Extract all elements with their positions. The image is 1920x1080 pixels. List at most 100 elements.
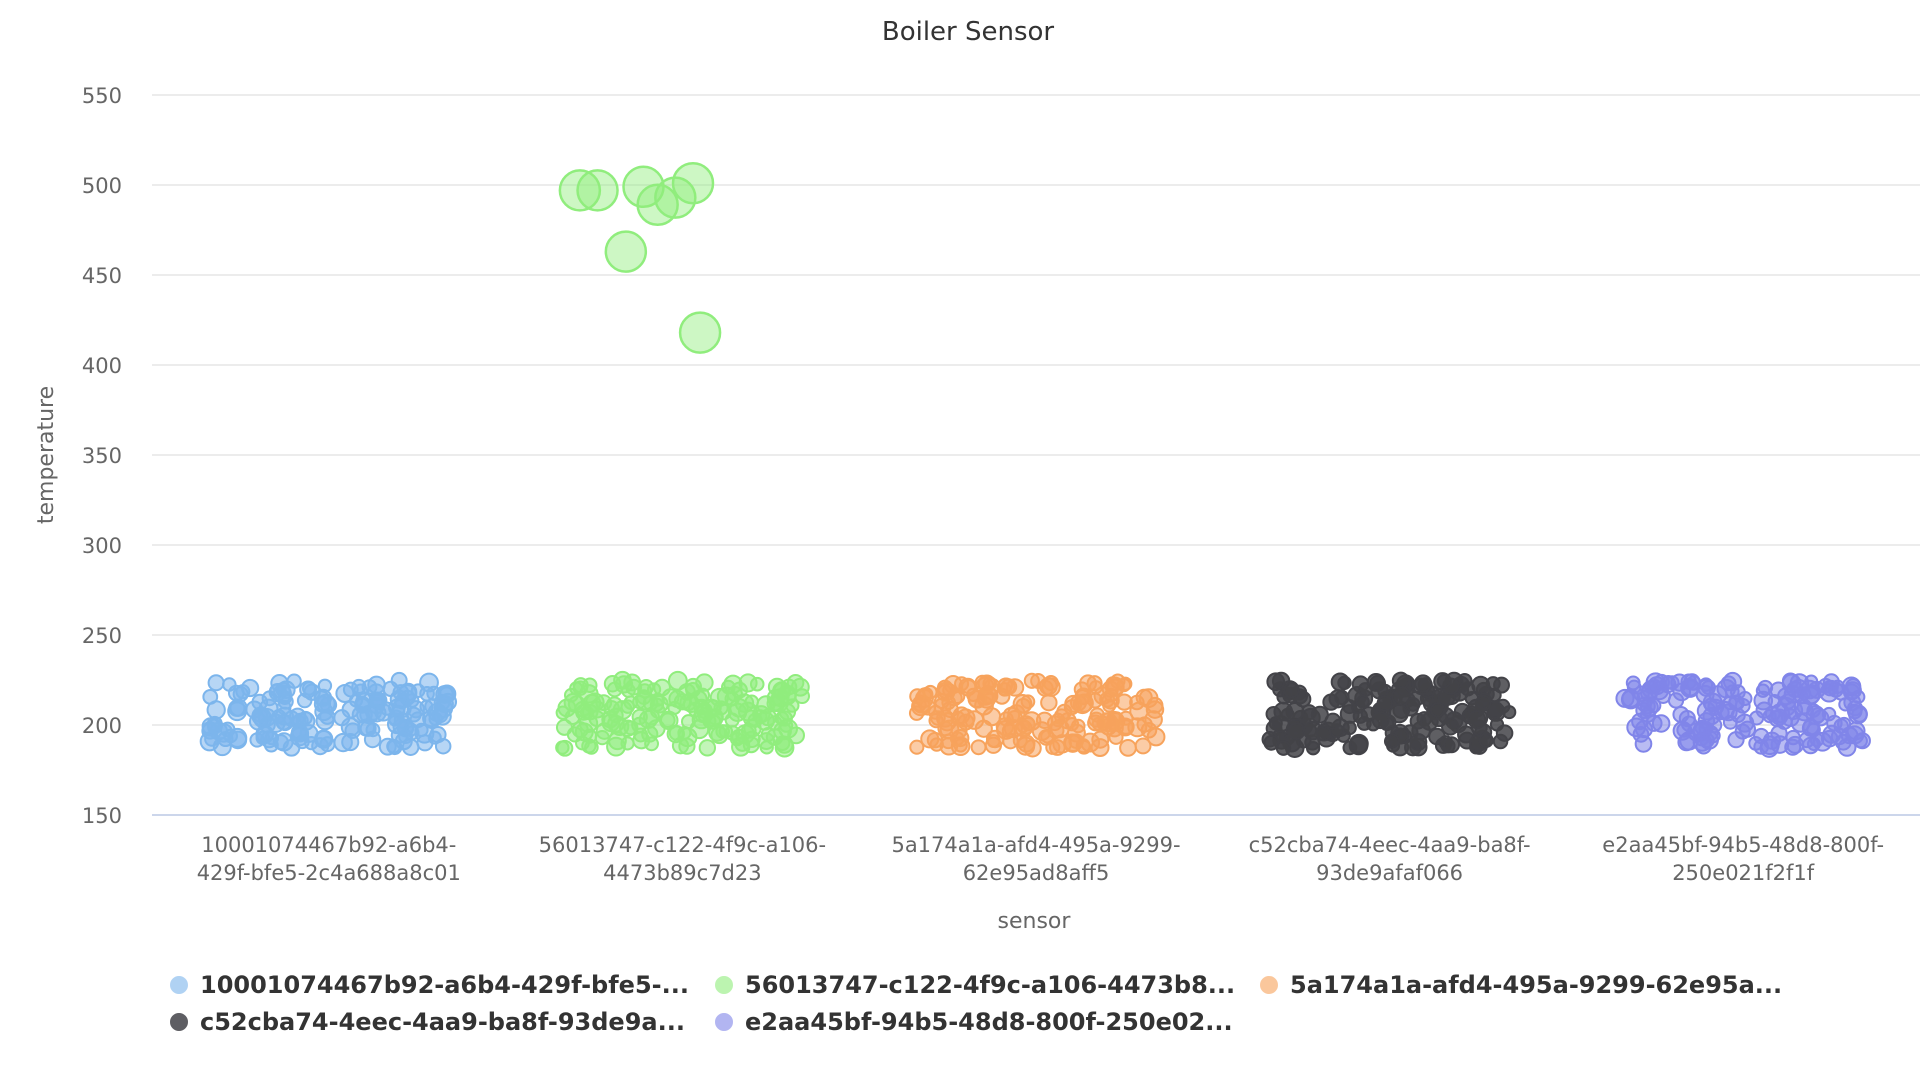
data-point[interactable] xyxy=(986,733,1001,749)
data-point[interactable] xyxy=(1355,694,1370,709)
data-point[interactable] xyxy=(367,675,386,695)
data-point[interactable] xyxy=(351,706,370,724)
outlier-point[interactable] xyxy=(678,311,722,354)
data-point[interactable] xyxy=(419,672,439,693)
data-point[interactable] xyxy=(1263,734,1280,751)
data-point[interactable] xyxy=(1429,702,1446,718)
data-point[interactable] xyxy=(1315,725,1332,742)
data-point[interactable] xyxy=(744,694,759,709)
outlier-point[interactable] xyxy=(576,169,619,212)
data-point[interactable] xyxy=(1681,679,1700,697)
data-point[interactable] xyxy=(668,725,685,741)
data-point[interactable] xyxy=(555,740,570,755)
data-point[interactable] xyxy=(1012,733,1028,749)
data-point[interactable] xyxy=(1753,739,1770,755)
data-point[interactable] xyxy=(315,729,333,748)
data-point[interactable] xyxy=(759,708,777,727)
data-point[interactable] xyxy=(1042,674,1059,692)
data-point[interactable] xyxy=(1821,706,1837,722)
data-point[interactable] xyxy=(636,689,652,705)
data-point[interactable] xyxy=(207,674,225,692)
data-point[interactable] xyxy=(1678,710,1696,728)
data-point[interactable] xyxy=(588,700,607,719)
data-point[interactable] xyxy=(1091,716,1106,731)
data-point[interactable] xyxy=(1090,738,1110,757)
data-point[interactable] xyxy=(314,688,333,707)
data-point[interactable] xyxy=(749,676,765,692)
data-point[interactable] xyxy=(695,673,714,692)
data-point[interactable] xyxy=(1391,671,1410,690)
data-point[interactable] xyxy=(1777,687,1796,706)
outlier-point[interactable] xyxy=(604,230,648,273)
data-point[interactable] xyxy=(1273,701,1294,722)
data-point[interactable] xyxy=(909,688,926,705)
data-point[interactable] xyxy=(1086,675,1103,692)
data-point[interactable] xyxy=(335,683,355,703)
data-point[interactable] xyxy=(1442,736,1461,754)
data-point[interactable] xyxy=(603,700,620,717)
data-point[interactable] xyxy=(956,708,976,728)
data-point[interactable] xyxy=(780,678,798,696)
data-point[interactable] xyxy=(1802,718,1820,736)
data-point[interactable] xyxy=(1305,741,1321,756)
data-point[interactable] xyxy=(620,736,635,751)
series-2[interactable] xyxy=(555,161,811,758)
data-point[interactable] xyxy=(1349,733,1369,754)
data-point[interactable] xyxy=(1068,733,1084,749)
data-point[interactable] xyxy=(1369,674,1386,692)
data-point[interactable] xyxy=(365,722,381,738)
data-point[interactable] xyxy=(301,681,317,696)
data-point[interactable] xyxy=(785,698,800,713)
data-point[interactable] xyxy=(235,684,251,700)
data-point[interactable] xyxy=(961,679,977,695)
data-point[interactable] xyxy=(1705,727,1721,744)
data-point[interactable] xyxy=(1786,735,1805,754)
data-point[interactable] xyxy=(1030,672,1047,689)
data-point[interactable] xyxy=(1626,717,1647,738)
data-point[interactable] xyxy=(1502,705,1517,720)
data-point[interactable] xyxy=(1000,678,1018,696)
data-point[interactable] xyxy=(967,689,987,709)
data-point[interactable] xyxy=(937,720,954,737)
data-point[interactable] xyxy=(1035,711,1054,730)
data-point[interactable] xyxy=(689,719,710,740)
data-point[interactable] xyxy=(623,695,639,710)
data-point[interactable] xyxy=(1287,722,1306,740)
data-point[interactable] xyxy=(1146,727,1166,747)
data-point[interactable] xyxy=(982,707,1002,727)
data-point[interactable] xyxy=(1796,698,1813,715)
data-point[interactable] xyxy=(394,732,413,751)
data-point[interactable] xyxy=(1099,691,1116,708)
data-point[interactable] xyxy=(1441,717,1460,736)
data-point[interactable] xyxy=(276,699,292,715)
data-point[interactable] xyxy=(1846,703,1863,720)
outlier-point[interactable] xyxy=(558,169,602,212)
data-point[interactable] xyxy=(642,708,660,726)
data-point[interactable] xyxy=(1495,724,1514,742)
data-point[interactable] xyxy=(1845,678,1862,695)
data-point[interactable] xyxy=(778,718,799,739)
data-point[interactable] xyxy=(229,698,248,717)
data-point[interactable] xyxy=(1389,703,1409,724)
data-point[interactable] xyxy=(248,712,268,731)
data-point[interactable] xyxy=(935,681,956,702)
data-point[interactable] xyxy=(1342,720,1357,736)
series-1[interactable] xyxy=(199,671,458,757)
data-point[interactable] xyxy=(659,710,679,731)
data-point[interactable] xyxy=(202,688,219,705)
data-point[interactable] xyxy=(1409,733,1428,751)
data-point[interactable] xyxy=(1727,731,1745,749)
data-point[interactable] xyxy=(1015,697,1032,714)
data-point[interactable] xyxy=(759,740,774,755)
data-point[interactable] xyxy=(1651,714,1671,733)
data-point[interactable] xyxy=(698,739,717,757)
series-5[interactable] xyxy=(1615,671,1871,758)
data-point[interactable] xyxy=(1376,695,1393,712)
data-point[interactable] xyxy=(288,707,307,726)
data-point[interactable] xyxy=(1789,673,1810,693)
data-point[interactable] xyxy=(1119,738,1137,757)
outlier-point[interactable] xyxy=(671,161,715,205)
data-point[interactable] xyxy=(977,674,997,693)
data-point[interactable] xyxy=(1467,710,1487,730)
data-point[interactable] xyxy=(1730,684,1746,700)
